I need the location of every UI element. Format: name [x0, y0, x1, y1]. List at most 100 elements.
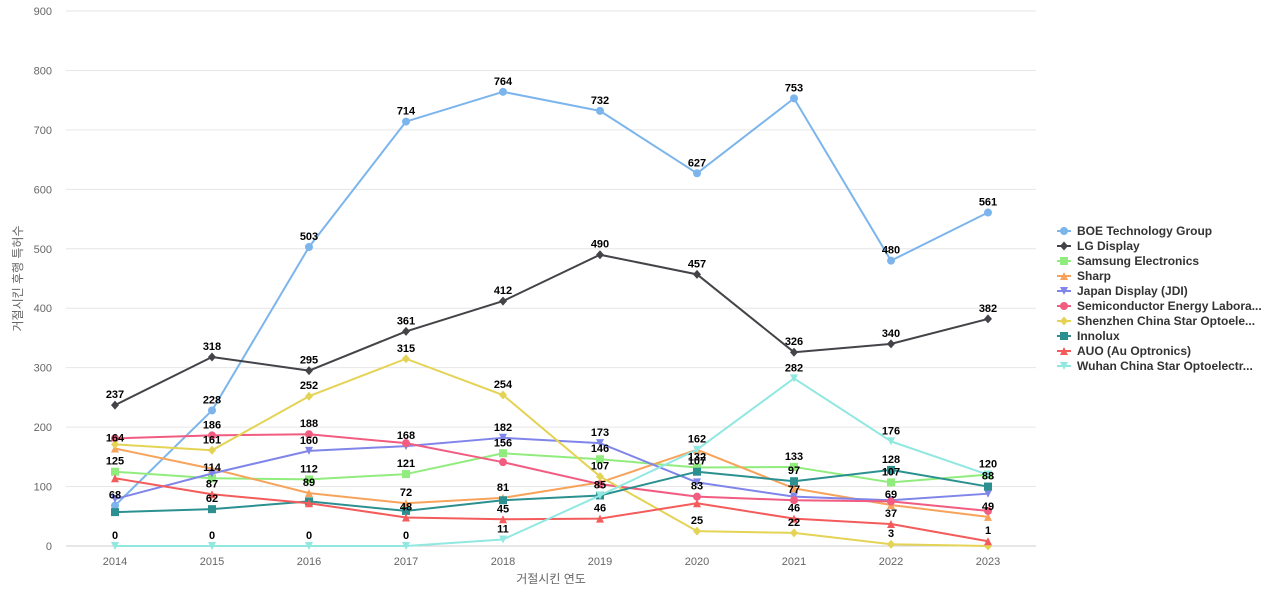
data-label: 81 — [497, 482, 509, 494]
data-point — [887, 497, 895, 506]
data-point — [790, 347, 798, 357]
data-label: 254 — [494, 379, 513, 391]
data-label: 1 — [985, 525, 991, 537]
series-samsung-electronics — [111, 449, 992, 487]
series-line — [114, 436, 989, 502]
series-wuhan-china-star-optoelectr — [111, 374, 992, 550]
data-point — [305, 475, 313, 484]
data-point — [984, 489, 992, 498]
data-label: 68 — [109, 490, 121, 502]
data-label: 162 — [688, 434, 706, 446]
x-tick-label: 2017 — [394, 556, 418, 568]
data-label: 128 — [882, 454, 900, 466]
data-label: 326 — [785, 336, 803, 348]
x-axis: 2014 2015 2016 2017 2018 2019 2020 2021 2022 2023 — [103, 556, 1000, 568]
data-point — [402, 439, 410, 448]
legend-item-semiconductor-energy-labora[interactable]: Semiconductor Energy Labora... — [1057, 299, 1262, 313]
data-label: 382 — [979, 303, 997, 315]
y-axis-title: 거절시킨 후행 특허수 — [10, 225, 25, 331]
data-point — [596, 455, 604, 464]
data-point — [887, 520, 895, 529]
data-label: 114 — [203, 462, 222, 474]
y-tick-label: 600 — [34, 184, 52, 196]
data-label: 121 — [397, 458, 415, 470]
data-point — [790, 462, 798, 471]
data-point — [887, 437, 895, 446]
y-tick-label: 200 — [34, 422, 52, 434]
y-tick-label: 700 — [34, 125, 52, 137]
legend-label: Sharp — [1077, 269, 1111, 283]
data-label: 315 — [397, 343, 415, 355]
data-point — [984, 208, 992, 217]
data-label: 107 — [591, 460, 609, 472]
x-tick-label: 2016 — [297, 556, 321, 568]
legend-item-wuhan-china-star-optoelectr[interactable]: Wuhan China Star Optoelectr... — [1057, 359, 1253, 373]
data-label: 112 — [300, 463, 318, 475]
data-point — [693, 492, 701, 501]
data-point — [790, 496, 798, 505]
data-label: 237 — [106, 389, 124, 401]
data-label: 46 — [788, 503, 800, 515]
data-point — [208, 352, 216, 362]
legend-item-japan-display-jdi[interactable]: Japan Display (JDI) — [1057, 284, 1188, 298]
data-label: 132 — [688, 452, 706, 464]
data-point — [208, 406, 216, 415]
series-boe-technology-group — [111, 87, 992, 510]
data-point — [887, 478, 895, 487]
data-label: 627 — [688, 157, 706, 169]
data-point — [208, 431, 216, 440]
legend-marker — [1060, 227, 1068, 235]
series-line — [114, 90, 989, 507]
data-point — [305, 430, 313, 439]
data-label: 85 — [594, 479, 606, 491]
legend-marker — [1060, 257, 1068, 265]
data-label: 125 — [106, 456, 124, 468]
data-point — [305, 542, 313, 550]
series-line — [114, 253, 989, 407]
legend-item-sharp[interactable]: Sharp — [1057, 269, 1111, 283]
data-point — [693, 269, 701, 279]
legend-item-auo-au-optronics[interactable]: AUO (Au Optronics) — [1057, 344, 1191, 358]
data-point — [111, 400, 119, 410]
x-tick-label: 2021 — [782, 556, 806, 568]
data-point — [693, 445, 701, 454]
data-point — [693, 169, 701, 178]
data-label: 62 — [206, 493, 218, 505]
data-label: 295 — [300, 355, 318, 367]
legend-item-lg-display[interactable]: LG Display — [1057, 239, 1140, 253]
data-label: 133 — [785, 451, 803, 463]
data-label: 732 — [591, 95, 609, 107]
legend-item-boe-technology-group[interactable]: BOE Technology Group — [1057, 224, 1212, 238]
data-point — [984, 470, 992, 479]
data-label: 173 — [591, 427, 609, 439]
data-label: 0 — [306, 530, 312, 542]
data-point — [596, 480, 604, 489]
legend-marker — [1060, 241, 1068, 251]
data-point — [499, 458, 507, 467]
data-label: 11 — [497, 523, 509, 535]
data-point — [111, 467, 119, 476]
data-point — [499, 87, 507, 96]
y-tick-label: 300 — [34, 363, 52, 375]
x-tick-label: 2018 — [491, 556, 515, 568]
data-label: 714 — [397, 106, 416, 118]
legend-item-samsung-electronics[interactable]: Samsung Electronics — [1057, 254, 1199, 268]
y-tick-label: 900 — [34, 6, 52, 18]
series-line — [114, 477, 989, 543]
data-point — [402, 499, 410, 508]
data-point — [111, 542, 119, 550]
legend-marker — [1060, 287, 1068, 295]
x-tick-label: 2014 — [103, 556, 127, 568]
data-label: 457 — [688, 258, 706, 270]
legend-item-shenzhen-china-star-optoele[interactable]: Shenzhen China Star Optoele... — [1057, 314, 1255, 328]
data-point — [111, 434, 119, 443]
data-point — [790, 528, 798, 538]
data-point — [984, 537, 992, 546]
legend-item-innolux[interactable]: Innolux — [1057, 329, 1120, 343]
legend-marker — [1060, 302, 1068, 310]
data-point — [208, 490, 216, 499]
data-label: 480 — [882, 245, 900, 257]
data-point — [111, 501, 119, 510]
